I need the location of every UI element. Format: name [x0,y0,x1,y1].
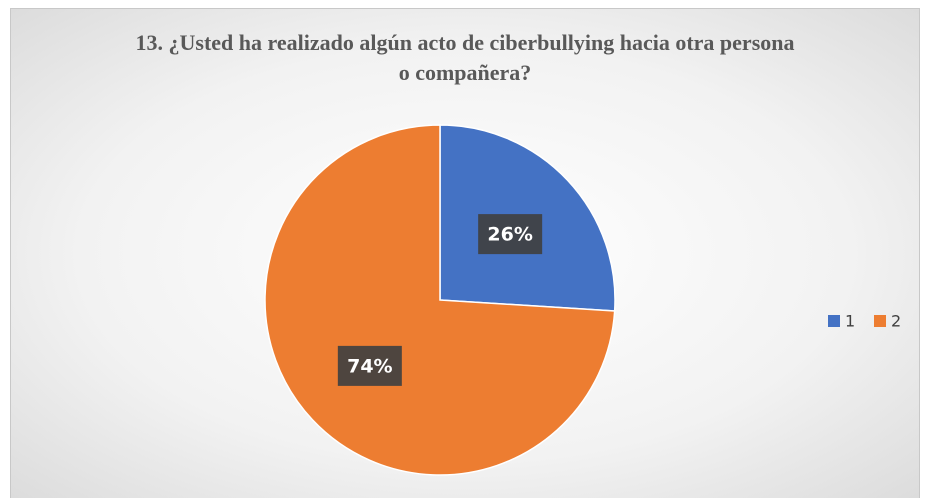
legend-swatch [828,315,840,327]
data-label-box [478,214,543,255]
legend-swatch [874,315,886,327]
legend-label: 2 [891,312,901,331]
data-label-box [337,345,402,386]
chart-title: 13. ¿Usted ha realizado algún acto de ci… [135,30,795,85]
legend-label: 1 [845,312,855,331]
data-label: 26% [487,224,532,246]
pie-slice [264,124,616,476]
data-label: 74% [347,355,392,377]
